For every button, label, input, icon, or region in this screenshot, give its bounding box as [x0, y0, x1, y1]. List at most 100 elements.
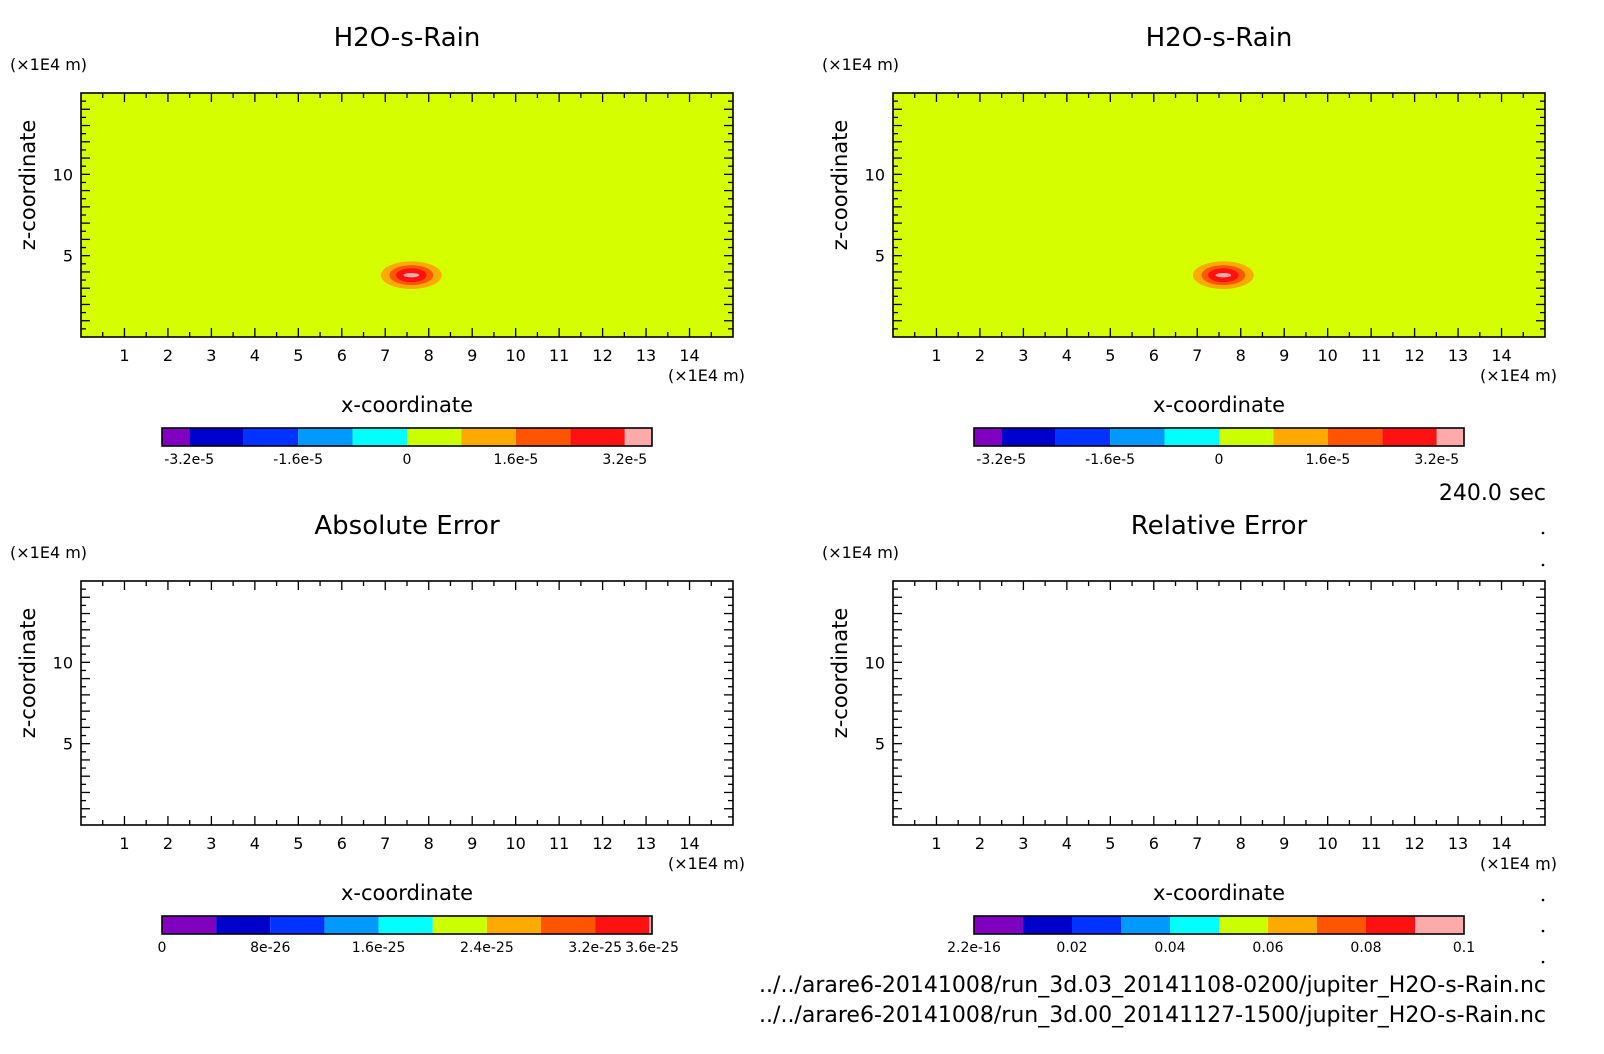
y-tick-label: 5: [63, 247, 73, 266]
colorbar-swatch: [570, 428, 625, 446]
x-axis-title: x-coordinate: [341, 881, 473, 905]
colorbar-tick-label: 0: [158, 940, 167, 956]
y-tick-label: 10: [53, 653, 73, 672]
colorbar-swatch: [515, 428, 571, 446]
y-tick-label: 10: [53, 165, 73, 184]
colorbar-tick-label: 0.08: [1350, 940, 1381, 956]
chart-title: Absolute Error: [314, 511, 500, 541]
x-tick-label: 4: [1062, 834, 1072, 853]
contour-level-4: [403, 273, 420, 278]
axis-ticks: [893, 581, 1545, 825]
chart-panel-3: Absolute Error(×1E4 m)(×1E4 m)1 2 3 4 5 6 7 8 9 1…: [10, 511, 745, 956]
x-tick-label: 1: [931, 346, 941, 365]
colorbar-swatch: [378, 916, 433, 934]
colorbar-swatch: [1219, 428, 1274, 446]
x-tick-label: 7: [380, 834, 390, 853]
plot-area: [893, 93, 1545, 337]
x-tick-label: 6: [337, 834, 347, 853]
x-tick-label: 2: [163, 346, 173, 365]
y-tick-label: 10: [865, 653, 885, 672]
edge-dot: [1541, 867, 1545, 871]
edge-dot: [1541, 929, 1545, 933]
x-tick-label: 5: [293, 834, 303, 853]
edge-dot: [1541, 563, 1545, 567]
x-tick-label: 6: [1149, 346, 1159, 365]
y-tick-label: 5: [875, 735, 885, 754]
x-tick-label: 8: [1236, 834, 1246, 853]
x-tick-label: 2: [163, 834, 173, 853]
colorbar-frame: [161, 915, 653, 935]
x-tick-label: 1: [931, 834, 941, 853]
colorbar-swatch: [407, 428, 462, 446]
x-tick-label: 9: [1279, 834, 1289, 853]
x-tick-label: 7: [1192, 346, 1202, 365]
x-tick-label: 12: [1404, 834, 1424, 853]
x-tick-label: 6: [1149, 834, 1159, 853]
colorbar-tick-label: -3.2e-5: [976, 452, 1026, 468]
x-tick-label: 6: [337, 346, 347, 365]
x-tick-label: 10: [1317, 834, 1337, 853]
x-tick-label: 9: [1279, 346, 1289, 365]
colorbar-tick-label: 0.04: [1154, 940, 1185, 956]
x-tick-label: 10: [505, 834, 525, 853]
colorbar-tick-label: 3.2e-5: [1414, 452, 1459, 468]
x-tick-label: 14: [1491, 834, 1511, 853]
colorbar-tick-label: 1.6e-5: [493, 452, 538, 468]
chart-title: H2O-s-Rain: [1146, 23, 1293, 53]
colorbar-tick-label: 3.6e-25: [625, 940, 679, 956]
x-tick-label: 13: [1448, 834, 1468, 853]
x-tick-label: 8: [1236, 346, 1246, 365]
colorbar-tick-label: 1.6e-25: [352, 940, 406, 956]
x-tick-label: 3: [1018, 346, 1028, 365]
axis-ticks: [81, 93, 733, 337]
colorbar-swatch: [1072, 916, 1121, 934]
colorbar-tick-label: 8e-26: [250, 940, 290, 956]
y-axis-title: z-coordinate: [828, 608, 852, 739]
colorbar-swatch: [162, 916, 217, 934]
colorbar-tick-label: 3.2e-25: [568, 940, 622, 956]
y-unit-label: (×1E4 m): [10, 55, 87, 74]
file-path-1: ../../arare6-20141008/run_3d.03_20141108…: [759, 973, 1546, 998]
plot-area: [893, 581, 1545, 825]
colorbar-frame: [161, 427, 653, 447]
chart-title: Relative Error: [1131, 511, 1308, 541]
axis-ticks: [893, 93, 1545, 337]
colorbar-swatch: [324, 916, 379, 934]
colorbar-swatch: [1170, 916, 1219, 934]
plot-area: [81, 581, 733, 825]
colorbar-tick-label: 0: [1215, 452, 1224, 468]
x-tick-label: 7: [380, 346, 390, 365]
colorbar-swatch: [974, 428, 1002, 446]
colorbar-tick-label: -1.6e-5: [1085, 452, 1135, 468]
colorbar-swatch: [486, 916, 542, 934]
colorbar-swatch: [216, 916, 271, 934]
x-tick-label: 1: [119, 834, 129, 853]
colorbar-swatch: [1366, 916, 1415, 934]
edge-dot: [1541, 960, 1545, 964]
colorbar-swatch: [1415, 916, 1464, 934]
colorbar-tick-label: 2.2e-16: [947, 940, 1001, 956]
colorbar-swatch: [432, 916, 487, 934]
y-unit-label: (×1E4 m): [10, 543, 87, 562]
x-unit-label: (×1E4 m): [668, 366, 745, 385]
colorbar-swatch: [1055, 428, 1111, 446]
colorbar-swatch: [541, 916, 596, 934]
x-tick-label: 13: [1448, 346, 1468, 365]
chart-panel-1: H2O-s-Rain(×1E4 m)(×1E4 m)1 2 3 4 5 6 7 8 9 10 11 1…: [10, 23, 745, 468]
x-tick-label: 12: [592, 346, 612, 365]
colorbar-tick-label: 0.02: [1056, 940, 1087, 956]
x-tick-label: 13: [636, 834, 656, 853]
colorbar-swatch: [1436, 428, 1464, 446]
colorbar-tick-label: -3.2e-5: [164, 452, 214, 468]
x-unit-label: (×1E4 m): [668, 854, 745, 873]
edge-dot: [1541, 531, 1545, 535]
x-tick-label: 7: [1192, 834, 1202, 853]
colorbar-swatch: [243, 428, 299, 446]
x-tick-label: 12: [592, 834, 612, 853]
colorbar-swatch: [1023, 916, 1072, 934]
chart-panel-4: Relative Error(×1E4 m)(×1E4 m)1 2 3 4 5 6 7 8 9 1…: [822, 511, 1557, 956]
colorbar-swatch: [974, 916, 1023, 934]
colorbar-swatch: [1001, 428, 1056, 446]
x-tick-label: 4: [250, 834, 260, 853]
